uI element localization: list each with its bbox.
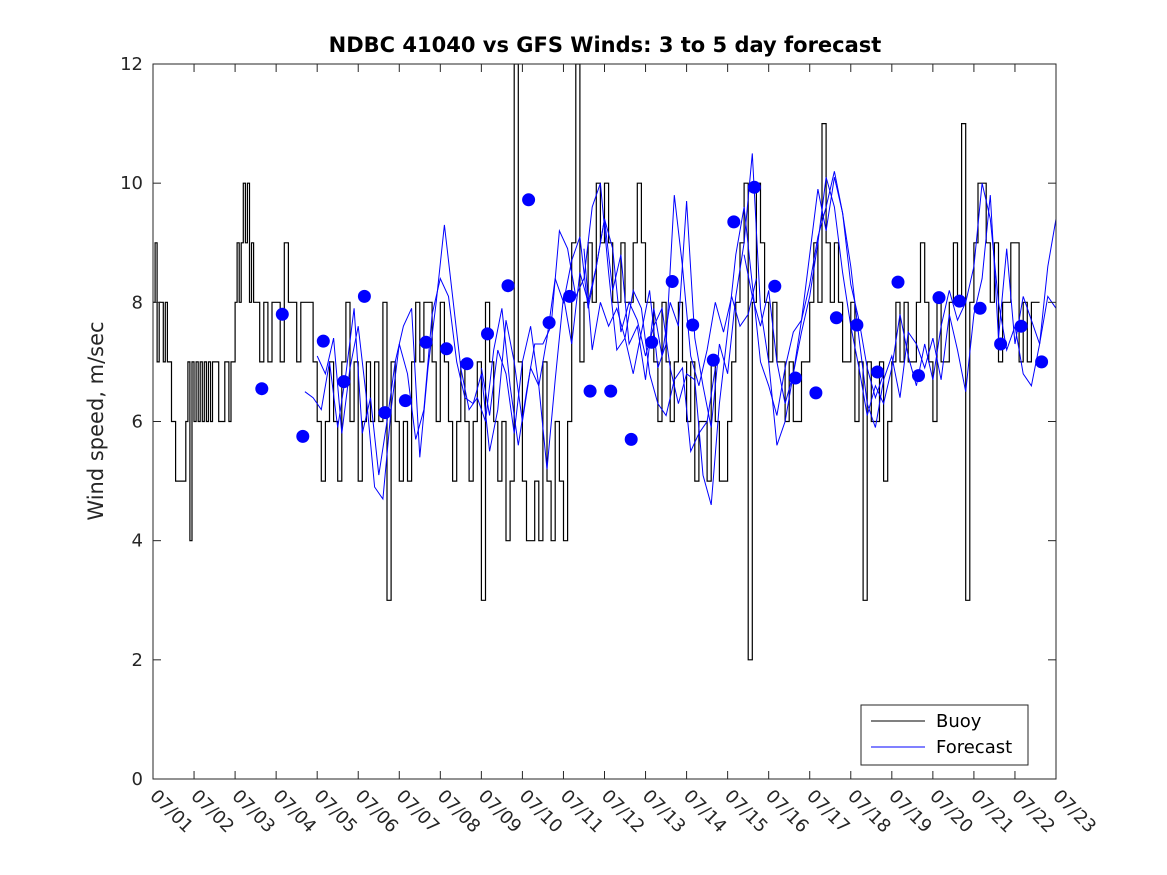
series-line-forecast-3 <box>480 153 1056 446</box>
forecast-marker <box>624 432 638 446</box>
forecast-marker <box>604 384 618 398</box>
forecast-marker <box>727 215 741 229</box>
series-line-buoy <box>153 64 1040 661</box>
forecast-marker <box>829 311 843 325</box>
forecast-marker <box>337 375 351 389</box>
plot-area <box>153 64 1056 661</box>
forecast-marker <box>953 294 966 308</box>
forecast-marker <box>296 429 310 443</box>
y-tick-label: 6 <box>132 412 143 433</box>
forecast-marker <box>891 275 905 289</box>
forecast-marker <box>871 365 884 379</box>
forecast-marker <box>275 307 289 321</box>
forecast-marker <box>378 406 392 420</box>
series-line-forecast-4 <box>743 177 1056 416</box>
forecast-marker <box>481 327 494 341</box>
forecast-marker <box>665 275 679 288</box>
forecast-marker <box>686 318 700 332</box>
forecast-marker <box>522 193 536 207</box>
forecast-marker <box>1035 355 1049 369</box>
forecast-marker <box>563 289 577 303</box>
forecast-marker <box>912 369 925 383</box>
forecast-marker <box>788 371 802 385</box>
y-axis-label: Wind speed, m/sec <box>84 321 108 520</box>
legend-label-buoy: Buoy <box>936 711 982 732</box>
y-tick-label: 10 <box>120 173 143 194</box>
forecast-marker <box>357 289 371 303</box>
forecast-marker <box>316 334 330 348</box>
forecast-marker <box>1014 319 1028 333</box>
y-tick-label: 0 <box>132 769 143 790</box>
forecast-marker <box>706 353 720 367</box>
forecast-marker <box>583 384 597 398</box>
chart-title: NDBC 41040 vs GFS Winds: 3 to 5 day fore… <box>329 33 882 57</box>
legend: Buoy Forecast <box>860 704 1029 766</box>
forecast-marker <box>501 279 515 293</box>
forecast-marker <box>440 342 453 356</box>
y-tick-label: 12 <box>120 54 143 75</box>
forecast-marker <box>994 337 1008 351</box>
y-tick-label: 4 <box>132 531 143 552</box>
forecast-marker <box>645 335 659 349</box>
forecast-marker <box>747 180 761 194</box>
forecast-marker <box>768 279 782 293</box>
series-line-forecast-5 <box>583 195 757 386</box>
forecast-marker <box>398 394 412 408</box>
forecast-marker <box>419 335 433 349</box>
forecast-marker <box>973 301 987 315</box>
legend-label-forecast: Forecast <box>936 737 1012 758</box>
forecast-marker <box>809 386 823 400</box>
forecast-marker <box>850 318 864 332</box>
forecast-marker <box>460 357 474 371</box>
forecast-marker <box>542 316 556 330</box>
forecast-marker <box>932 291 946 305</box>
forecast-marker <box>255 382 269 396</box>
y-tick-label: 8 <box>132 292 143 313</box>
y-tick-label: 2 <box>132 650 143 671</box>
